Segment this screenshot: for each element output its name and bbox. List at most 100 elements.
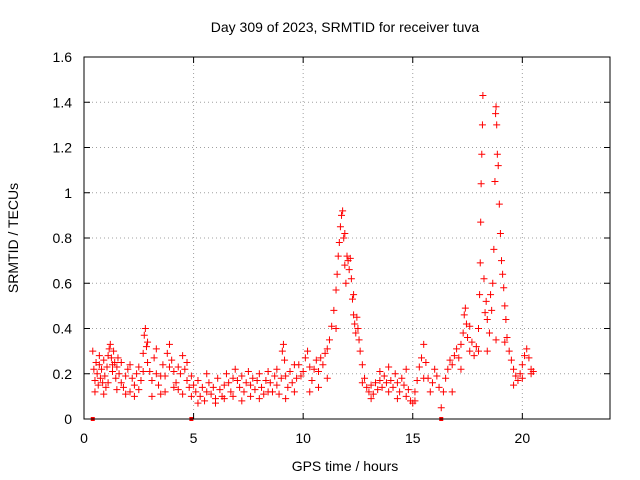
data-point bbox=[231, 365, 239, 373]
data-point bbox=[117, 358, 125, 366]
data-point bbox=[420, 374, 428, 382]
data-point bbox=[168, 356, 176, 364]
data-point bbox=[249, 374, 257, 382]
data-point bbox=[260, 390, 268, 398]
data-point bbox=[453, 345, 461, 353]
data-point bbox=[385, 388, 393, 396]
data-point bbox=[275, 390, 283, 398]
data-point bbox=[478, 150, 486, 158]
data-point bbox=[290, 388, 298, 396]
data-point bbox=[306, 388, 314, 396]
data-point bbox=[363, 383, 371, 391]
data-point bbox=[293, 374, 301, 382]
data-point bbox=[358, 361, 366, 369]
data-point bbox=[165, 340, 173, 348]
data-point bbox=[475, 325, 482, 332]
data-point bbox=[126, 361, 134, 369]
data-point bbox=[170, 383, 178, 391]
data-point bbox=[279, 340, 287, 348]
data-point bbox=[89, 347, 97, 355]
data-point bbox=[491, 177, 499, 185]
y-tick-label: 0.2 bbox=[53, 366, 73, 382]
data-point bbox=[336, 223, 344, 231]
data-point bbox=[527, 370, 535, 378]
data-point bbox=[253, 377, 261, 385]
data-point bbox=[190, 381, 198, 389]
data-point bbox=[402, 365, 410, 373]
x-tick-labels: 0 5 10 15 20 bbox=[80, 430, 530, 446]
data-point bbox=[247, 381, 255, 389]
data-point bbox=[450, 352, 458, 360]
data-point bbox=[437, 404, 445, 412]
data-point bbox=[442, 374, 450, 382]
data-point bbox=[448, 388, 456, 396]
data-point bbox=[332, 325, 340, 332]
data-point bbox=[507, 356, 515, 364]
y-tick-label: 0 bbox=[64, 411, 72, 427]
data-point bbox=[101, 372, 109, 380]
data-point bbox=[174, 386, 182, 394]
data-point bbox=[277, 374, 285, 382]
data-point bbox=[90, 365, 98, 373]
data-point bbox=[350, 291, 358, 299]
data-point bbox=[422, 358, 430, 366]
data-point bbox=[339, 207, 347, 215]
data-point bbox=[483, 347, 491, 355]
data-point bbox=[332, 286, 340, 294]
data-point bbox=[165, 363, 173, 371]
data-point bbox=[183, 358, 191, 366]
data-point bbox=[485, 329, 493, 337]
y-tick-label: 0.6 bbox=[53, 275, 73, 291]
data-point bbox=[119, 383, 127, 391]
data-point bbox=[266, 379, 274, 387]
data-point bbox=[238, 372, 246, 380]
data-point bbox=[444, 365, 452, 373]
data-point bbox=[374, 386, 382, 394]
data-point bbox=[222, 370, 230, 378]
data-point bbox=[148, 377, 156, 385]
data-point bbox=[341, 261, 349, 269]
data-point bbox=[110, 347, 118, 355]
data-point bbox=[194, 399, 202, 407]
data-point bbox=[342, 279, 350, 287]
data-point bbox=[95, 352, 103, 360]
data-point bbox=[446, 356, 454, 364]
data-point bbox=[113, 386, 121, 394]
data-point bbox=[288, 379, 296, 387]
y-tick-label: 1.4 bbox=[53, 94, 73, 110]
data-point bbox=[371, 379, 379, 387]
data-point bbox=[103, 363, 111, 371]
data-point bbox=[323, 374, 331, 382]
data-point bbox=[187, 392, 195, 400]
data-point bbox=[478, 121, 486, 129]
data-point bbox=[161, 388, 169, 396]
axis-ticks bbox=[83, 56, 610, 420]
data-point bbox=[492, 110, 500, 118]
data-point bbox=[476, 259, 484, 267]
data-point bbox=[523, 345, 531, 353]
data-point bbox=[124, 365, 132, 373]
data-point bbox=[95, 361, 103, 369]
data-point bbox=[328, 322, 336, 330]
data-point bbox=[411, 388, 419, 396]
data-point bbox=[367, 395, 375, 403]
data-point bbox=[157, 372, 165, 380]
data-point bbox=[299, 367, 307, 375]
data-point bbox=[464, 334, 472, 342]
data-point bbox=[468, 338, 476, 346]
data-point bbox=[227, 388, 235, 396]
data-point bbox=[319, 361, 327, 369]
data-point bbox=[330, 306, 338, 314]
data-point bbox=[389, 383, 397, 391]
data-point bbox=[174, 363, 182, 371]
data-point bbox=[476, 291, 484, 299]
data-point bbox=[262, 377, 270, 385]
data-point bbox=[312, 356, 320, 364]
data-point bbox=[264, 367, 272, 375]
data-point bbox=[194, 377, 202, 385]
data-point bbox=[96, 374, 104, 382]
data-point bbox=[179, 352, 187, 360]
data-point bbox=[398, 374, 406, 382]
data-point bbox=[459, 329, 467, 337]
data-point bbox=[91, 377, 99, 385]
